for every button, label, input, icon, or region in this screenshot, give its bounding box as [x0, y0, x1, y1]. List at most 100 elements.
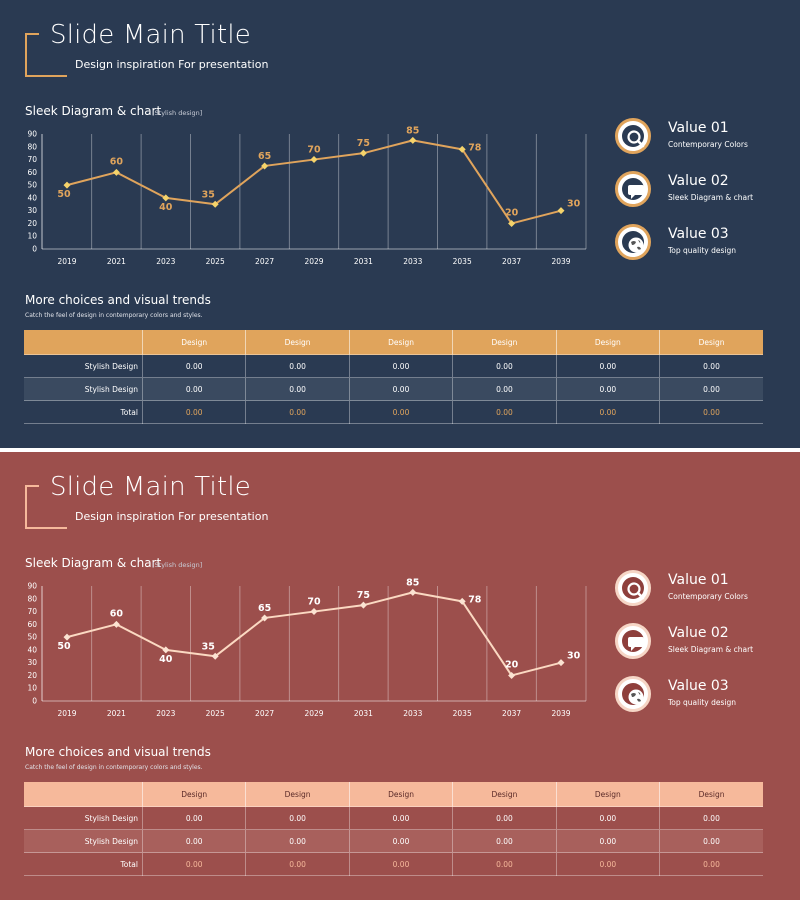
chat-bubble-icon: [615, 171, 651, 207]
y-tick-label: 10: [27, 232, 37, 241]
value-desc: Top quality design: [668, 246, 736, 255]
slide-2: Slide Main Title Design inspiration For …: [0, 452, 800, 900]
table-cell: 0.00: [452, 354, 557, 378]
value-title: Value 03: [668, 678, 729, 694]
data-point: [359, 149, 367, 157]
table-cell: 0.00: [349, 377, 454, 401]
value-item-2: Value 02 Sleek Diagram & chart: [615, 623, 795, 663]
data-point: [557, 659, 565, 667]
table-cell: 0.00: [556, 377, 661, 401]
y-tick-label: 30: [27, 658, 37, 667]
value-desc: Contemporary Colors: [668, 140, 748, 149]
data-label: 85: [406, 125, 419, 136]
search-icon: [615, 118, 651, 154]
data-point: [162, 194, 170, 202]
value-desc: Contemporary Colors: [668, 592, 748, 601]
table-cell: 0.00: [245, 829, 350, 853]
x-tick-label: 2027: [255, 257, 274, 266]
table-cell: 0.00: [142, 852, 247, 876]
table-cell: 0.00: [245, 377, 350, 401]
data-label: 30: [567, 199, 581, 210]
table-header-cell: Design: [142, 782, 247, 807]
data-point: [63, 633, 71, 641]
y-tick-label: 70: [27, 155, 37, 164]
data-table: Design Design Design Design Design Design Styl…: [24, 330, 763, 424]
section-subtitle: Catch the feel of design in contemporary…: [25, 764, 203, 771]
x-tick-label: 2039: [551, 257, 570, 266]
table-cell: 0.00: [245, 354, 350, 378]
section-title: More choices and visual trends: [25, 745, 211, 759]
y-tick-label: 10: [27, 684, 37, 693]
y-tick-label: 90: [27, 130, 37, 139]
x-tick-label: 2035: [453, 709, 472, 718]
y-tick-label: 60: [27, 168, 37, 177]
data-point: [409, 588, 417, 596]
value-title: Value 01: [668, 572, 729, 588]
globe-icon: [615, 224, 651, 260]
data-point: [112, 620, 120, 628]
table-cell: 0.00: [142, 400, 247, 424]
table-cell: 0.00: [142, 354, 247, 378]
x-tick-label: 2033: [403, 257, 422, 266]
chart-tag: [Stylish design]: [152, 561, 203, 569]
y-tick-label: 40: [27, 645, 37, 654]
y-tick-label: 50: [27, 633, 37, 642]
y-tick-label: 90: [27, 582, 37, 591]
data-label: 35: [202, 641, 215, 652]
table-cell: 0.00: [349, 400, 454, 424]
value-item-1: Value 01 Contemporary Colors: [615, 118, 795, 158]
row-label: Total: [24, 852, 143, 876]
table-cell: 0.00: [556, 829, 661, 853]
table-cell: 0.00: [659, 852, 763, 876]
row-label: Stylish Design: [24, 829, 143, 853]
section-subtitle: Catch the feel of design in contemporary…: [25, 312, 203, 319]
data-label: 78: [468, 142, 482, 153]
slide-title: Slide Main Title: [50, 20, 251, 50]
table-row: Stylish Design 0.00 0.00 0.00 0.00 0.00 0.00: [24, 354, 763, 378]
table-cell: 0.00: [556, 400, 661, 424]
table-cell: 0.00: [349, 829, 454, 853]
table-cell: 0.00: [556, 354, 661, 378]
y-tick-label: 80: [27, 594, 37, 603]
chart-tag: [Stylish design]: [152, 109, 203, 117]
x-tick-label: 2025: [206, 257, 225, 266]
value-item-3: Value 03 Top quality design: [615, 676, 795, 716]
data-point: [261, 162, 269, 170]
data-point: [458, 145, 466, 153]
data-label: 35: [202, 189, 215, 200]
data-point: [211, 200, 219, 208]
table-header-cell: Design: [659, 330, 763, 355]
table-cell: 0.00: [452, 829, 557, 853]
table-header-cell: Design: [659, 782, 763, 807]
data-label: 20: [505, 659, 519, 670]
table-cell: 0.00: [452, 806, 557, 830]
row-label: Total: [24, 400, 143, 424]
x-tick-label: 2019: [57, 257, 76, 266]
data-table: Design Design Design Design Design Design Styl…: [24, 782, 763, 876]
x-tick-label: 2039: [551, 709, 570, 718]
data-point: [63, 181, 71, 189]
table-cell: 0.00: [659, 806, 763, 830]
table-cell: 0.00: [452, 377, 557, 401]
data-label: 60: [110, 156, 124, 167]
table-row: Total 0.00 0.00 0.00 0.00 0.00 0.00: [24, 852, 763, 876]
value-title: Value 03: [668, 226, 729, 242]
data-point: [211, 652, 219, 660]
table-cell: 0.00: [349, 852, 454, 876]
data-label: 60: [110, 608, 124, 619]
x-tick-label: 2027: [255, 709, 274, 718]
chart-title: Sleek Diagram & chart: [25, 104, 162, 118]
table-cell: 0.00: [659, 829, 763, 853]
y-tick-label: 20: [27, 219, 37, 228]
data-label: 78: [468, 594, 482, 605]
x-tick-label: 2023: [156, 709, 175, 718]
data-point: [310, 156, 318, 164]
data-label: 40: [159, 654, 173, 665]
data-label: 30: [567, 651, 581, 662]
chart-title: Sleek Diagram & chart: [25, 556, 162, 570]
data-label: 40: [159, 202, 173, 213]
table-cell: 0.00: [349, 354, 454, 378]
table-header-cell: Design: [452, 330, 557, 355]
value-desc: Top quality design: [668, 698, 736, 707]
data-point: [557, 207, 565, 215]
